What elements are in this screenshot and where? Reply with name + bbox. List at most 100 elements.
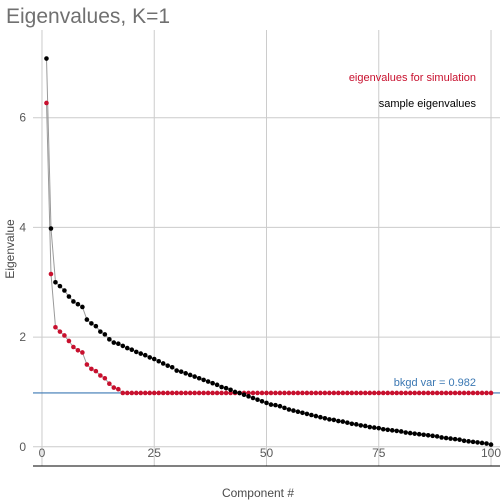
simulation-point <box>116 386 121 392</box>
sample-point <box>241 392 247 398</box>
sample-point <box>349 421 355 427</box>
sample-point <box>403 430 409 435</box>
simulation-point <box>291 390 296 396</box>
sample-point <box>484 441 489 446</box>
simulation-point <box>452 390 458 396</box>
sample-point <box>228 387 233 393</box>
sample-point <box>53 279 58 285</box>
simulation-point <box>367 390 373 396</box>
simulation-point <box>192 390 197 396</box>
simulation-point <box>196 390 202 396</box>
sample-point <box>201 377 206 383</box>
sample-point <box>89 321 94 326</box>
simulation-point <box>133 390 139 396</box>
sample-legend-label: sample eigenvalues <box>379 98 477 110</box>
sample-point <box>371 425 377 430</box>
sample-point <box>80 304 85 310</box>
simulation-point <box>71 344 76 350</box>
sample-point <box>57 283 63 289</box>
sample-point <box>120 343 126 349</box>
sample-point <box>286 407 292 412</box>
simulation-point <box>187 390 193 396</box>
simulation-point <box>268 390 274 396</box>
y-tick-label: 2 <box>19 330 26 344</box>
sample-point <box>327 417 332 422</box>
simulation-point <box>282 390 287 396</box>
simulation-point <box>470 390 476 396</box>
sample-point <box>174 368 179 373</box>
simulation-point <box>138 390 144 396</box>
simulation-point <box>358 390 364 396</box>
sample-point <box>250 395 256 401</box>
sample-point <box>304 411 310 417</box>
sample-point <box>362 423 368 429</box>
sample-point <box>124 345 130 351</box>
simulation-point <box>210 390 215 396</box>
sample-point <box>479 440 485 446</box>
sample-point <box>116 341 121 347</box>
simulation-point <box>488 390 494 396</box>
y-tick-label: 4 <box>19 220 26 234</box>
simulation-point <box>273 390 278 396</box>
sample-point <box>84 317 90 322</box>
data-points <box>44 56 494 447</box>
sample-point <box>461 438 467 444</box>
simulation-point <box>44 100 49 106</box>
simulation-point <box>259 390 265 396</box>
simulation-point <box>89 366 94 372</box>
simulation-point <box>223 390 229 396</box>
sample-point <box>232 389 238 395</box>
sample-point <box>389 428 395 433</box>
simulation-point <box>219 390 224 396</box>
sample-point <box>187 372 193 378</box>
sample-point <box>309 412 314 418</box>
sample-point <box>425 432 431 438</box>
sample-point <box>448 436 453 441</box>
sample-point <box>291 408 296 413</box>
sample-point <box>237 390 242 396</box>
sample-point <box>394 428 400 434</box>
sample-point <box>358 423 364 428</box>
simulation-point <box>349 390 355 396</box>
simulation-point <box>345 390 350 396</box>
simulation-point <box>336 390 341 396</box>
sample-point <box>336 418 341 424</box>
sample-point <box>151 356 157 362</box>
simulation-point <box>318 390 323 396</box>
simulation-point <box>246 390 251 396</box>
sample-point <box>439 435 444 440</box>
simulation-point <box>250 390 256 396</box>
simulation-point <box>48 271 54 277</box>
simulation-point <box>151 390 157 396</box>
simulation-point <box>120 390 126 396</box>
sample-point <box>268 402 274 407</box>
simulation-point <box>102 375 108 381</box>
sample-point <box>354 422 359 427</box>
simulation-point <box>111 385 117 390</box>
simulation-point <box>443 390 449 396</box>
simulation-point <box>129 390 135 396</box>
simulation-point <box>376 390 382 396</box>
simulation-point <box>389 390 395 396</box>
sample-point <box>111 340 117 345</box>
simulation-point <box>124 390 130 396</box>
simulation-point <box>394 390 400 396</box>
sample-point <box>385 427 391 433</box>
simulation-point <box>425 390 431 396</box>
simulation-point <box>327 390 332 396</box>
sample-point <box>282 405 287 411</box>
x-axis-title: Component # <box>222 486 294 500</box>
sample-point <box>345 420 350 425</box>
simulation-point <box>466 390 471 396</box>
simulation-point <box>340 390 346 396</box>
sample-point <box>300 410 305 416</box>
simulation-point <box>57 329 63 334</box>
sample-point <box>380 426 386 432</box>
simulation-point <box>354 390 359 396</box>
x-tick-label: 50 <box>260 446 274 460</box>
y-axis-title: Eigenvalue <box>3 219 17 279</box>
simulation-point <box>304 390 310 396</box>
sample-point <box>322 415 328 421</box>
sample-point <box>223 385 229 391</box>
simulation-point <box>416 390 422 396</box>
